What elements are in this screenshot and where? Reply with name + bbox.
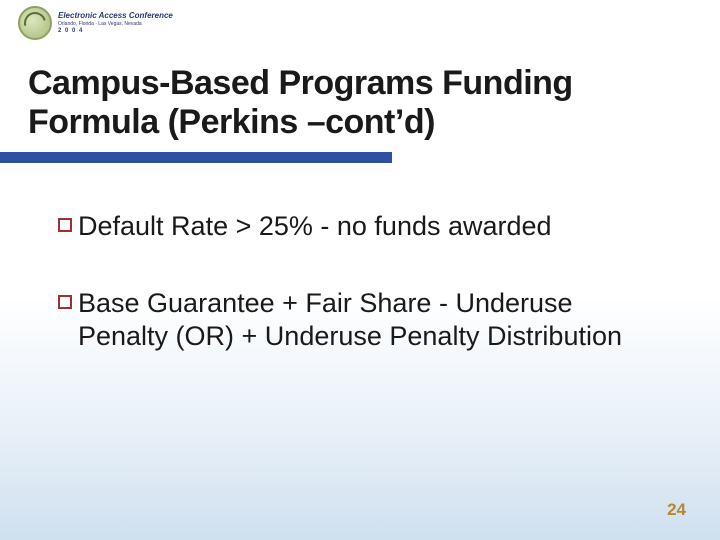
title-underline-bar (0, 152, 392, 163)
logo-text: Electronic Access Conference Orlando, Fl… (58, 12, 173, 34)
logo-line-2: Orlando, Florida · Las Vegas, Nevada (58, 22, 173, 27)
logo-line-3: 2 0 0 4 (58, 28, 173, 34)
page-number: 24 (667, 500, 686, 520)
slide: Electronic Access Conference Orlando, Fl… (0, 0, 720, 540)
slide-body: Default Rate > 25% - no funds awarded Ba… (58, 210, 660, 397)
bullet-item: Base Guarantee + Fair Share - Underuse P… (58, 287, 660, 353)
bullet-text: Base Guarantee + Fair Share - Underuse P… (78, 287, 660, 353)
bullet-text: Default Rate > 25% - no funds awarded (78, 210, 660, 243)
logo-badge-icon (18, 6, 52, 40)
slide-title: Campus-Based Programs Funding Formula (P… (28, 64, 690, 142)
logo-swirl-icon (20, 8, 50, 38)
logo-line-1: Electronic Access Conference (58, 12, 173, 20)
square-bullet-icon (58, 295, 72, 309)
bullet-item: Default Rate > 25% - no funds awarded (58, 210, 660, 243)
conference-logo: Electronic Access Conference Orlando, Fl… (18, 6, 173, 40)
square-bullet-icon (58, 218, 72, 232)
